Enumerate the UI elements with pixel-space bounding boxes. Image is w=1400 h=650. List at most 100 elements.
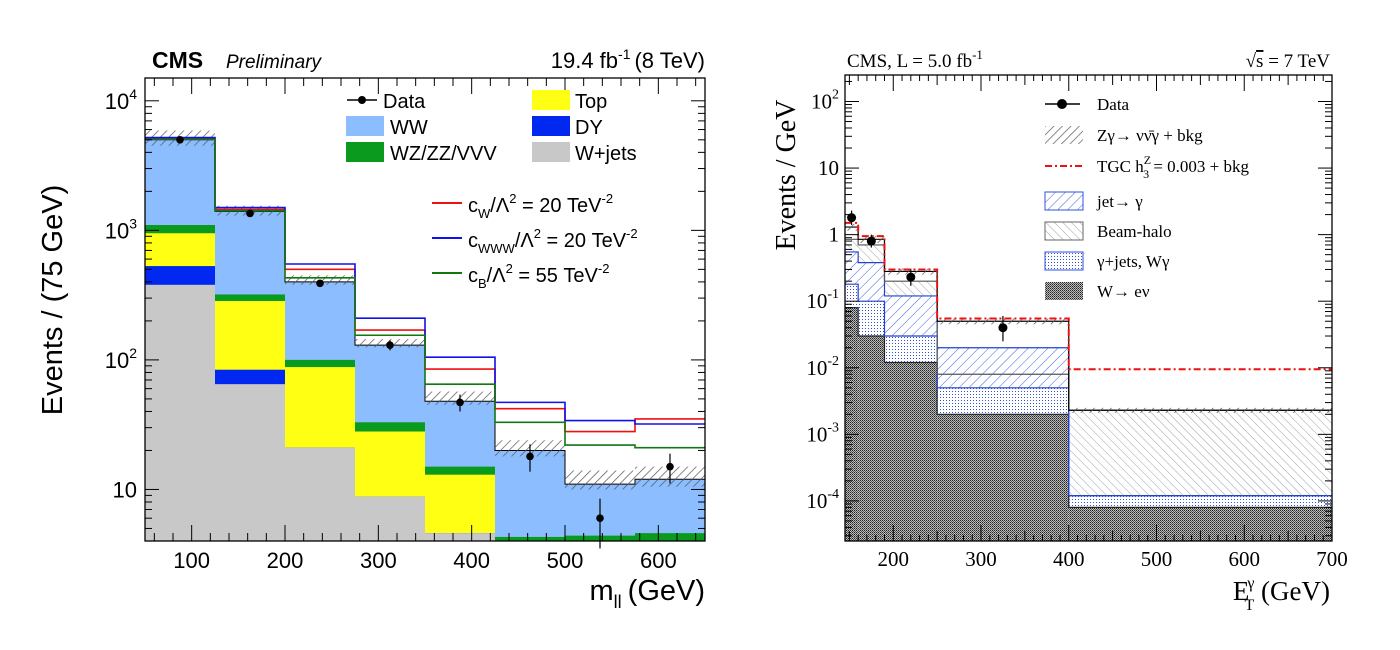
uncertainty-bin-4: [1068, 407, 1332, 413]
legend-entry-gamma-jets: γ+jets, Wγ: [1044, 251, 1170, 271]
svg-text:cW/Λ2 = 20 TeV-2: cW/Λ2 = 20 TeV-2: [468, 191, 613, 221]
left-cms-label: CMS: [152, 47, 203, 73]
stack-bar-0-2: [884, 362, 938, 541]
left-preliminary-label: Preliminary: [226, 52, 323, 73]
stack-bar-1-4: [1068, 495, 1332, 508]
legend-entry-ww: WW: [346, 116, 428, 139]
data-point: [526, 444, 534, 472]
right-lines: [845, 221, 1332, 371]
right-x-axis-label: Eγ T (GeV): [1233, 575, 1330, 614]
stack-bar-w-jets-1: [215, 384, 285, 541]
data-point: [998, 315, 1008, 342]
legend-entry-data: Data: [347, 91, 426, 113]
stack-bar-0-1: [858, 336, 885, 541]
y-tick-label: 10-4: [806, 487, 839, 513]
x-tick-label: 500: [547, 548, 584, 573]
svg-text:W→ eν: W→ eν: [1097, 282, 1150, 301]
svg-text:Zγ→ νν̄γ + bkg: Zγ→ νν̄γ + bkg: [1097, 126, 1203, 145]
y-tick-label: 102: [105, 345, 137, 373]
stack-bar-w-jets-0: [145, 284, 215, 541]
data-point: [246, 209, 254, 218]
data-point: [666, 453, 674, 484]
x-tick-label: 600: [640, 548, 677, 573]
stack-bar-0-3: [937, 414, 1069, 541]
y-tick-label: 10-2: [806, 354, 839, 380]
uncertainty-bin-0: [845, 223, 859, 231]
svg-text:WZ/ZZ/VVV: WZ/ZZ/VVV: [390, 143, 497, 165]
legend-entry-cw: cW/Λ2 = 20 TeV-2: [432, 191, 613, 221]
svg-text:WW: WW: [390, 117, 428, 139]
stack-bar-2-0: [845, 251, 859, 285]
svg-text:cB/Λ2 = 55 TeV-2: cB/Λ2 = 55 TeV-2: [468, 261, 609, 291]
stack-bar-2-1: [858, 262, 885, 302]
svg-text:γ+jets, Wγ: γ+jets, Wγ: [1096, 252, 1170, 271]
stack-bar-w-jets-4: [425, 533, 495, 541]
y-tick-label: 10: [818, 156, 839, 180]
data-point: [847, 210, 857, 225]
right-y-ticks: 102 10 1 10-1 10-2 10-3 10-4: [806, 80, 1332, 537]
x-tick-label: 400: [453, 548, 490, 573]
y-tick-label: 1: [829, 223, 840, 247]
y-tick-label: 10: [113, 477, 137, 502]
stack-bar-top-4: [425, 474, 495, 541]
right-y-axis-label: Events / GeV: [771, 100, 802, 251]
svg-text:W+jets: W+jets: [575, 143, 637, 165]
legend-entry-zgamma: Zγ→ νν̄γ + bkg: [1045, 126, 1203, 145]
legend-entry-top: Top: [532, 90, 607, 113]
stack-bar-w-jets-3: [355, 496, 425, 541]
left-plot-frame: [144, 77, 706, 542]
stack-bar-wz-zz-vvv-5: [495, 536, 565, 541]
stack-bar-1-0: [845, 284, 859, 308]
stack-bar-ww-7: [635, 479, 705, 541]
stack-bar-3-2: [884, 281, 938, 296]
left-x-axis-label: mll (GeV): [589, 575, 705, 612]
legend-entry-jet-gamma: jet→ γ: [1044, 191, 1143, 211]
left-stack-fills: [145, 139, 705, 542]
y-tick-label: 10-1: [806, 287, 839, 313]
legend-entry-vv: WZ/ZZ/VVV: [346, 142, 497, 165]
x-tick-label: 600: [1229, 547, 1261, 571]
data-point: [386, 340, 394, 351]
svg-text:cWWW/Λ2 = 20 TeV-2: cWWW/Λ2 = 20 TeV-2: [468, 226, 638, 256]
y-tick-label: 104: [105, 86, 137, 114]
data-point: [596, 498, 604, 549]
y-tick-label: 103: [105, 215, 137, 243]
stack-bar-0-0: [845, 307, 859, 541]
stack-bar-1-3: [937, 387, 1069, 415]
data-point: [316, 279, 324, 288]
x-tick-label: 300: [360, 548, 397, 573]
data-point: [176, 136, 184, 144]
x-tick-label: 700: [1316, 547, 1348, 571]
stack-bar-1-1: [858, 301, 885, 337]
legend-entry-beam-halo: Beam-halo: [1044, 221, 1172, 241]
legend-entry-data: Data: [1045, 95, 1130, 114]
svg-text:Data: Data: [1097, 95, 1130, 114]
left-chart: 104 103 102 10 100 200 300 400 500 600 CMS Preli…: [37, 46, 706, 612]
left-x-ticks: 100 200 300 400 500 600: [153, 78, 697, 573]
x-tick-label: 200: [267, 548, 304, 573]
left-y-ticks: 104 103 102 10: [105, 86, 705, 542]
right-chart: 102 10 1 10-1 10-2 10-3 10-4 200 300 400 500 600 70…: [771, 47, 1348, 614]
stack-bar-2-2: [884, 295, 938, 337]
tgc-line: [845, 221, 1332, 371]
right-legend: Data Zγ→ νν̄γ + bkg TGC hZ 3 = 0.003 + bk…: [1044, 95, 1250, 301]
svg-text:Top: Top: [575, 91, 607, 113]
stack-bar-3-4: [1068, 410, 1332, 496]
stack-bar-3-1: [858, 244, 885, 263]
right-data-points: [847, 210, 1008, 342]
x-tick-label: 300: [965, 547, 997, 571]
svg-text:Data: Data: [383, 91, 426, 113]
left-legend: Data Top WW DY WZ/ZZ/VVV W+jets: [346, 90, 638, 291]
right-header-right: √s = 7 TeV: [1246, 51, 1331, 72]
data-point: [456, 394, 464, 412]
svg-text:DY: DY: [575, 117, 603, 139]
svg-text:jet→ γ: jet→ γ: [1096, 192, 1143, 211]
stack-bar-wz-zz-vvv-7: [635, 533, 705, 541]
svg-text:Beam-halo: Beam-halo: [1097, 222, 1172, 241]
right-x-ticks: 200 300 400 500 600 700: [848, 75, 1348, 571]
stack-bar-w-jets-2: [285, 447, 355, 541]
svg-text:TGC hZ3 = 0.003 + bkg: TGC hZ 3 = 0.003 + bkg: [1097, 153, 1250, 181]
legend-entry-w-enu: W→ eν: [1045, 282, 1150, 301]
right-stack-fills: [845, 226, 1332, 541]
